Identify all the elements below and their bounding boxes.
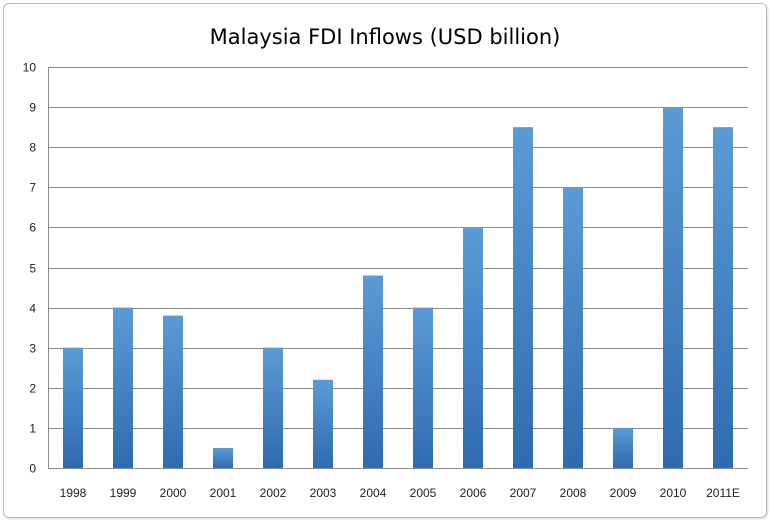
bar-2009 — [613, 427, 633, 468]
x-axis-ticks: 1998 1999 2000 2001 2002 2003 2004 2005 2006 2007… — [60, 486, 740, 500]
bar-2008 — [563, 187, 583, 469]
x-tick-label: 2004 — [360, 486, 387, 500]
y-tick-label: 5 — [29, 262, 36, 276]
x-tick-label: 2008 — [560, 486, 587, 500]
bar-2005 — [413, 307, 433, 468]
y-tick-label: 0 — [29, 462, 36, 476]
bar-2010 — [663, 107, 683, 468]
x-tick-label: 2002 — [260, 486, 287, 500]
x-tick-label: 2001 — [210, 486, 237, 500]
x-tick-label: 1998 — [60, 486, 87, 500]
x-tick-label: 2009 — [610, 486, 637, 500]
y-axis-ticks: 0 1 2 3 4 5 6 7 8 9 10 — [23, 61, 37, 476]
bar-2000 — [163, 315, 183, 468]
x-tick-label: 2003 — [310, 486, 337, 500]
x-tick-label: 2010 — [660, 486, 687, 500]
x-tick-label: 2011E — [706, 486, 740, 500]
y-tick-label: 4 — [29, 302, 36, 316]
x-tick-label: 2000 — [160, 486, 187, 500]
y-tick-label: 7 — [29, 181, 36, 195]
bar-2001 — [213, 447, 233, 468]
bar-2003 — [313, 379, 333, 468]
y-tick-label: 10 — [23, 61, 37, 75]
y-tick-label: 8 — [29, 141, 36, 155]
x-tick-label: 1999 — [110, 486, 137, 500]
x-tick-label: 2006 — [460, 486, 487, 500]
y-tick-label: 2 — [29, 382, 36, 396]
bars — [63, 107, 733, 469]
bar-1999 — [113, 307, 133, 468]
bar-2006 — [463, 227, 483, 468]
y-tick-label: 1 — [29, 422, 36, 436]
x-tick-label: 2005 — [410, 486, 437, 500]
y-tick-label: 9 — [29, 101, 36, 115]
bar-2007 — [513, 127, 533, 469]
bar-2004 — [363, 275, 383, 468]
bar-2002 — [263, 347, 283, 468]
y-tick-label: 3 — [29, 342, 36, 356]
bar-1998 — [63, 347, 83, 468]
bar-2011E — [713, 127, 733, 469]
y-tick-label: 6 — [29, 221, 36, 235]
gridlines — [48, 67, 748, 469]
x-tick-label: 2007 — [510, 486, 537, 500]
chart-title: Malaysia FDI Inflows (USD billion) — [210, 25, 561, 49]
